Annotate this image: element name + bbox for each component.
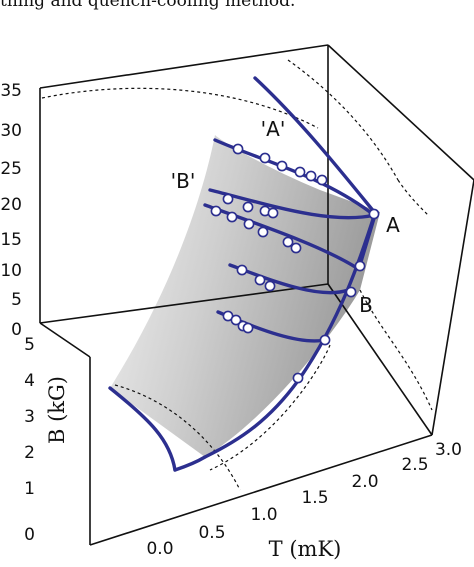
annotation-b: B xyxy=(359,293,373,317)
curve-3 xyxy=(208,188,378,267)
data-point-14 xyxy=(257,226,269,238)
data-point-4 xyxy=(294,166,306,178)
t-tick-1.5: 1.5 xyxy=(301,488,328,508)
z-axis-ticks: 35 30 25 20 15 10 5 0 xyxy=(0,81,22,340)
data-point-21 xyxy=(230,314,242,326)
dotted-boundaries xyxy=(41,59,433,491)
data-point-15 xyxy=(282,236,294,248)
data-point-12 xyxy=(226,211,238,223)
data-point-2 xyxy=(259,152,271,164)
z-tick-10: 10 xyxy=(0,261,22,281)
data-point-8 xyxy=(242,201,254,213)
annotation-quoted-a: 'A' xyxy=(261,117,286,141)
z-tick-30: 30 xyxy=(0,121,22,141)
curve-1 xyxy=(253,76,377,215)
data-point-26 xyxy=(345,286,357,298)
data-point-7 xyxy=(222,193,234,205)
z-tick-0: 0 xyxy=(11,320,22,340)
data-point-19 xyxy=(264,280,276,292)
data-point-18 xyxy=(254,274,266,286)
t-tick-0.5: 0.5 xyxy=(198,523,225,543)
data-point-5 xyxy=(305,170,317,182)
t-tick-2.5: 2.5 xyxy=(401,455,428,475)
data-point-28 xyxy=(292,372,304,384)
annotation-a: A xyxy=(386,213,400,237)
data-point-10 xyxy=(267,207,279,219)
t-axis-ticks: 0.0 0.5 1.0 1.5 2.0 2.5 3.0 xyxy=(146,440,462,559)
b-tick-4: 4 xyxy=(24,371,35,391)
data-point-27 xyxy=(319,334,331,346)
z-tick-5: 5 xyxy=(11,290,22,310)
b-axis-label: B (kG) xyxy=(45,376,69,444)
curve-4 xyxy=(203,203,359,270)
data-point-16 xyxy=(290,242,302,254)
curve-8 xyxy=(108,386,177,472)
z-tick-15: 15 xyxy=(0,230,22,250)
z-tick-35: 35 xyxy=(0,81,22,101)
data-point-17 xyxy=(236,264,248,276)
box-frame xyxy=(39,44,474,546)
data-point-6 xyxy=(316,174,328,186)
b-tick-2: 2 xyxy=(24,443,35,463)
t-tick-2.0: 2.0 xyxy=(351,472,378,492)
t-tick-0.0: 0.0 xyxy=(146,539,173,559)
data-markers xyxy=(210,143,380,384)
t-axis-label: T (mK) xyxy=(269,537,342,561)
data-point-23 xyxy=(242,322,254,334)
b-axis-ticks: 5 4 3 2 1 0 xyxy=(24,335,35,545)
annotation-quoted-b: 'B' xyxy=(171,169,196,193)
b-tick-3: 3 xyxy=(24,407,35,427)
data-point-24 xyxy=(368,208,380,220)
z-tick-25: 25 xyxy=(0,159,22,179)
curve-9 xyxy=(173,455,207,472)
b-tick-0: 0 xyxy=(24,525,35,545)
data-point-1 xyxy=(232,143,244,155)
t-tick-1.0: 1.0 xyxy=(250,505,277,525)
b-tick-5: 5 xyxy=(24,335,35,355)
z-tick-20: 20 xyxy=(0,195,22,215)
data-point-3 xyxy=(276,160,288,172)
curve-2 xyxy=(213,138,372,214)
b-tick-1: 1 xyxy=(24,479,35,499)
data-point-13 xyxy=(243,218,255,230)
t-tick-3.0: 3.0 xyxy=(435,440,462,460)
data-point-25 xyxy=(354,260,366,272)
caption-text: thing and quench-cooling method. xyxy=(0,0,296,11)
data-point-11 xyxy=(210,205,222,217)
